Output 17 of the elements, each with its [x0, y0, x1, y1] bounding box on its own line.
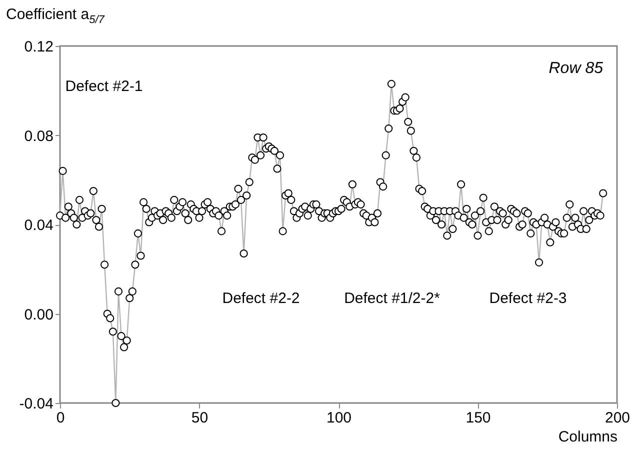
annotation: Defect #2-2 [222, 290, 300, 307]
x-tick-label: 200 [604, 410, 630, 426]
annotation: Row 85 [548, 60, 604, 77]
y-tick-label: -0.04 [19, 396, 54, 412]
y-axis-title: Coefficient a$_{5/7}$ [6, 6, 104, 26]
x-tick-label: 150 [466, 410, 491, 426]
y-tick-label: 0.12 [24, 38, 54, 56]
x-tick-label: 50 [191, 410, 208, 426]
x-axis-title: Columns [558, 428, 618, 446]
y-tick-label: 0.08 [24, 128, 54, 145]
x-tick-label: 0 [56, 410, 65, 426]
annotation: Defect #1/2-2* [344, 290, 440, 307]
y-tick-label: 0.00 [24, 306, 54, 324]
y-tick-label: 0.04 [24, 217, 54, 234]
x-tick-label: 100 [326, 410, 352, 426]
annotation: Defect #2-1 [65, 78, 143, 95]
annotation: Defect #2-3 [489, 290, 567, 307]
